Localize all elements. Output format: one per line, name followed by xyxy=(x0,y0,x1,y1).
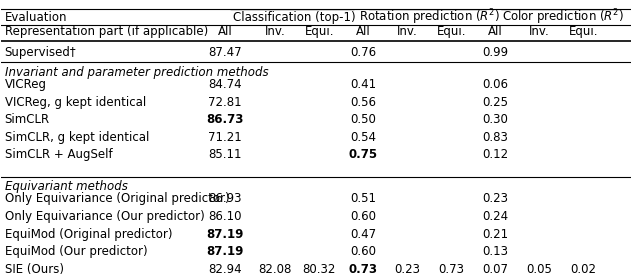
Text: Color prediction ($R^2$): Color prediction ($R^2$) xyxy=(502,8,624,27)
Text: 0.23: 0.23 xyxy=(483,192,509,206)
Text: Invariant and parameter prediction methods: Invariant and parameter prediction metho… xyxy=(4,65,268,79)
Text: 0.06: 0.06 xyxy=(483,78,509,91)
Text: 87.47: 87.47 xyxy=(208,46,242,59)
Text: 0.30: 0.30 xyxy=(483,113,508,126)
Text: 0.56: 0.56 xyxy=(350,96,376,109)
Text: 0.73: 0.73 xyxy=(349,263,378,274)
Text: 87.19: 87.19 xyxy=(206,245,244,258)
Text: 0.13: 0.13 xyxy=(483,245,509,258)
Text: 86.10: 86.10 xyxy=(208,210,241,223)
Text: 0.47: 0.47 xyxy=(350,228,376,241)
Text: Only Equivariance (Original predictor): Only Equivariance (Original predictor) xyxy=(4,192,229,206)
Text: All: All xyxy=(356,25,371,38)
Text: Only Equivariance (Our predictor): Only Equivariance (Our predictor) xyxy=(4,210,204,223)
Text: SIE (Ours): SIE (Ours) xyxy=(4,263,63,274)
Text: 0.99: 0.99 xyxy=(483,46,509,59)
Text: All: All xyxy=(218,25,232,38)
Text: 80.32: 80.32 xyxy=(303,263,336,274)
Text: 0.83: 0.83 xyxy=(483,131,508,144)
Text: EquiMod (Our predictor): EquiMod (Our predictor) xyxy=(4,245,147,258)
Text: 0.41: 0.41 xyxy=(350,78,376,91)
Text: 72.81: 72.81 xyxy=(208,96,242,109)
Text: 82.94: 82.94 xyxy=(208,263,242,274)
Text: 0.12: 0.12 xyxy=(483,148,509,161)
Text: 0.51: 0.51 xyxy=(350,192,376,206)
Text: Equi.: Equi. xyxy=(305,25,334,38)
Text: Equi.: Equi. xyxy=(569,25,598,38)
Text: Equi.: Equi. xyxy=(436,25,466,38)
Text: 0.73: 0.73 xyxy=(438,263,465,274)
Text: 0.60: 0.60 xyxy=(350,210,376,223)
Text: 0.02: 0.02 xyxy=(571,263,596,274)
Text: Representation part (if applicable): Representation part (if applicable) xyxy=(4,25,208,38)
Text: 71.21: 71.21 xyxy=(208,131,242,144)
Text: 87.19: 87.19 xyxy=(206,228,244,241)
Text: 0.23: 0.23 xyxy=(394,263,420,274)
Text: Evaluation: Evaluation xyxy=(4,11,67,24)
Text: Supervised†: Supervised† xyxy=(4,46,76,59)
Text: EquiMod (Original predictor): EquiMod (Original predictor) xyxy=(4,228,172,241)
Text: 0.54: 0.54 xyxy=(350,131,376,144)
Text: 85.11: 85.11 xyxy=(208,148,241,161)
Text: SimCLR + AugSelf: SimCLR + AugSelf xyxy=(4,148,112,161)
Text: Inv.: Inv. xyxy=(265,25,285,38)
Text: Inv.: Inv. xyxy=(529,25,550,38)
Text: 86.73: 86.73 xyxy=(206,113,244,126)
Text: 86.93: 86.93 xyxy=(208,192,241,206)
Text: 0.07: 0.07 xyxy=(483,263,509,274)
Text: 0.21: 0.21 xyxy=(483,228,509,241)
Text: 0.24: 0.24 xyxy=(483,210,509,223)
Text: 0.76: 0.76 xyxy=(350,46,376,59)
Text: 0.50: 0.50 xyxy=(350,113,376,126)
Text: All: All xyxy=(488,25,503,38)
Text: Classification (top-1): Classification (top-1) xyxy=(233,11,355,24)
Text: 0.60: 0.60 xyxy=(350,245,376,258)
Text: SimCLR: SimCLR xyxy=(4,113,50,126)
Text: Rotation prediction ($R^2$): Rotation prediction ($R^2$) xyxy=(359,8,500,27)
Text: 82.08: 82.08 xyxy=(259,263,292,274)
Text: 0.05: 0.05 xyxy=(527,263,552,274)
Text: 84.74: 84.74 xyxy=(208,78,242,91)
Text: 0.25: 0.25 xyxy=(483,96,509,109)
Text: Inv.: Inv. xyxy=(397,25,418,38)
Text: 0.75: 0.75 xyxy=(349,148,378,161)
Text: VICReg: VICReg xyxy=(4,78,47,91)
Text: Equivariant methods: Equivariant methods xyxy=(4,180,127,193)
Text: SimCLR, g kept identical: SimCLR, g kept identical xyxy=(4,131,149,144)
Text: VICReg, g kept identical: VICReg, g kept identical xyxy=(4,96,146,109)
